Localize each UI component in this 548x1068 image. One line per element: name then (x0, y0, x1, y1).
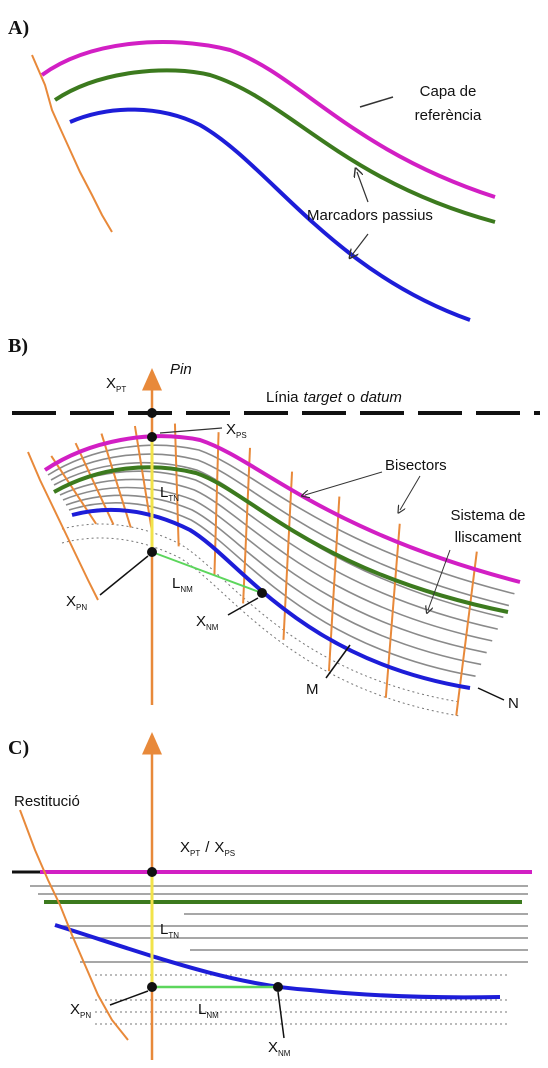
text: PN (76, 603, 87, 612)
leader (110, 991, 148, 1005)
text: X (106, 375, 116, 392)
figure: A) Capa de referència Marcadors passius … (0, 0, 548, 1068)
leader (278, 992, 284, 1038)
text: PS (236, 431, 247, 440)
annotation: Bisectors (385, 457, 447, 474)
arrow (400, 476, 420, 510)
point (147, 867, 157, 877)
annotation: N (508, 695, 519, 712)
annotation: XPN (66, 593, 87, 612)
annotation: XPT/XPS (180, 839, 235, 858)
text: L (160, 921, 168, 938)
panel-label: A) (8, 17, 29, 39)
text: X (268, 1039, 278, 1056)
annotation: XPT (106, 375, 126, 394)
text: PT (190, 849, 200, 858)
point (147, 432, 157, 442)
leader (478, 688, 504, 700)
slip-surface (51, 454, 509, 605)
text: L (172, 575, 180, 592)
annotation: Restitució (14, 793, 80, 810)
annotation: Sistema de (450, 507, 525, 524)
annotation: LNM (198, 1001, 219, 1020)
text: TN (168, 931, 179, 940)
leader (160, 428, 222, 433)
text: NM (278, 1049, 291, 1058)
annotation: XPN (70, 1001, 91, 1020)
text: PS (224, 849, 235, 858)
text: PN (80, 1011, 91, 1020)
point (147, 547, 157, 557)
arrow (352, 234, 368, 255)
text: L (198, 1001, 206, 1018)
annotation: LNM (172, 575, 193, 594)
text: X (180, 839, 190, 856)
annotation: XPS (226, 421, 247, 440)
text: NM (206, 623, 219, 632)
annotation: lliscament (455, 529, 523, 546)
annotation: XNM (268, 1039, 291, 1058)
leader (100, 556, 148, 595)
slip-surface (69, 503, 476, 676)
panel-label: B) (8, 335, 28, 357)
annotation: Pin (170, 361, 192, 378)
panel-label: C) (8, 737, 29, 759)
text: X (66, 593, 76, 610)
annotation: LTN (160, 921, 179, 940)
point (147, 408, 157, 418)
point (257, 588, 267, 598)
point (147, 982, 157, 992)
text: Línia (266, 389, 299, 406)
annotation: Marcadors passius (307, 207, 433, 224)
text: X (214, 839, 224, 856)
text: L (160, 484, 168, 501)
text: target (304, 389, 343, 406)
text: o (347, 389, 355, 406)
text: X (70, 1001, 80, 1018)
text: NM (206, 1011, 219, 1020)
text: datum (360, 389, 402, 406)
text: NM (180, 585, 193, 594)
text: / (205, 839, 210, 856)
leader (360, 97, 393, 107)
text: X (196, 613, 206, 630)
arrow (305, 472, 382, 495)
text: X (226, 421, 236, 438)
annotation: referència (415, 107, 482, 124)
point (273, 982, 283, 992)
annotation: XNM (196, 613, 219, 632)
arrow (357, 172, 368, 202)
marker-layer (72, 510, 470, 688)
annotation: M (306, 681, 319, 698)
text: PT (116, 385, 126, 394)
slip-surface (62, 524, 460, 702)
annotation: Capa de (420, 83, 477, 100)
slip-surface (62, 538, 460, 716)
text: TN (168, 494, 179, 503)
